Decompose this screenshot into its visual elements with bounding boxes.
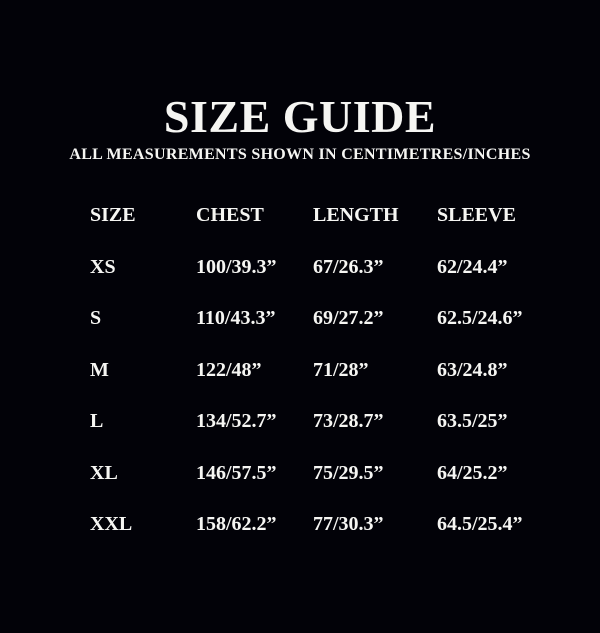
page-title: SIZE GUIDE	[163, 91, 437, 142]
length-value: 69/27.2”	[313, 307, 384, 329]
table-header-row: SIZE CHEST LENGTH SLEEVE	[90, 203, 570, 255]
table-row: XS 100/39.3” 67/26.3” 62/24.4”	[90, 255, 570, 307]
size-label: XS	[90, 255, 116, 278]
table-row: M 122/48” 71/28” 63/24.8”	[90, 358, 570, 410]
size-label: S	[90, 307, 102, 329]
size-table: SIZE CHEST LENGTH SLEEVE XS 100/39.3” 67…	[90, 203, 570, 564]
column-header-sleeve: SLEEVE	[437, 204, 516, 226]
sleeve-value: 64.5/25.4”	[437, 513, 523, 535]
size-label: XL	[90, 461, 118, 484]
sleeve-value: 63.5/25”	[437, 410, 508, 432]
length-value: 77/30.3”	[313, 513, 384, 535]
column-header-chest: CHEST	[196, 204, 264, 226]
chest-value: 122/48”	[196, 358, 262, 381]
length-value: 67/26.3”	[313, 255, 384, 278]
subtitle: ALL MEASUREMENTS SHOWN IN CENTIMETRES/IN…	[69, 146, 531, 163]
size-label: M	[90, 358, 109, 381]
table-row: S 110/43.3” 69/27.2” 62.5/24.6”	[90, 306, 570, 358]
table-row: L 134/52.7” 73/28.7” 63.5/25”	[90, 409, 570, 461]
sleeve-value: 62.5/24.6”	[437, 307, 523, 329]
chest-value: 146/57.5”	[196, 461, 277, 484]
size-label: L	[90, 410, 104, 432]
sleeve-value: 64/25.2”	[437, 461, 508, 484]
length-value: 73/28.7”	[313, 410, 384, 432]
column-header-length: LENGTH	[313, 204, 399, 226]
sleeve-value: 63/24.8”	[437, 358, 508, 381]
chest-value: 100/39.3”	[196, 255, 277, 278]
length-value: 71/28”	[313, 358, 369, 381]
chest-value: 110/43.3”	[196, 307, 276, 329]
table-row: XL 146/57.5” 75/29.5” 64/25.2”	[90, 461, 570, 513]
size-label: XXL	[90, 513, 133, 535]
chest-value: 158/62.2”	[196, 513, 277, 535]
table-row: XXL 158/62.2” 77/30.3” 64.5/25.4”	[90, 512, 570, 564]
sleeve-value: 62/24.4”	[437, 255, 508, 278]
column-header-size: SIZE	[90, 204, 136, 226]
length-value: 75/29.5”	[313, 461, 384, 484]
chest-value: 134/52.7”	[196, 410, 277, 432]
